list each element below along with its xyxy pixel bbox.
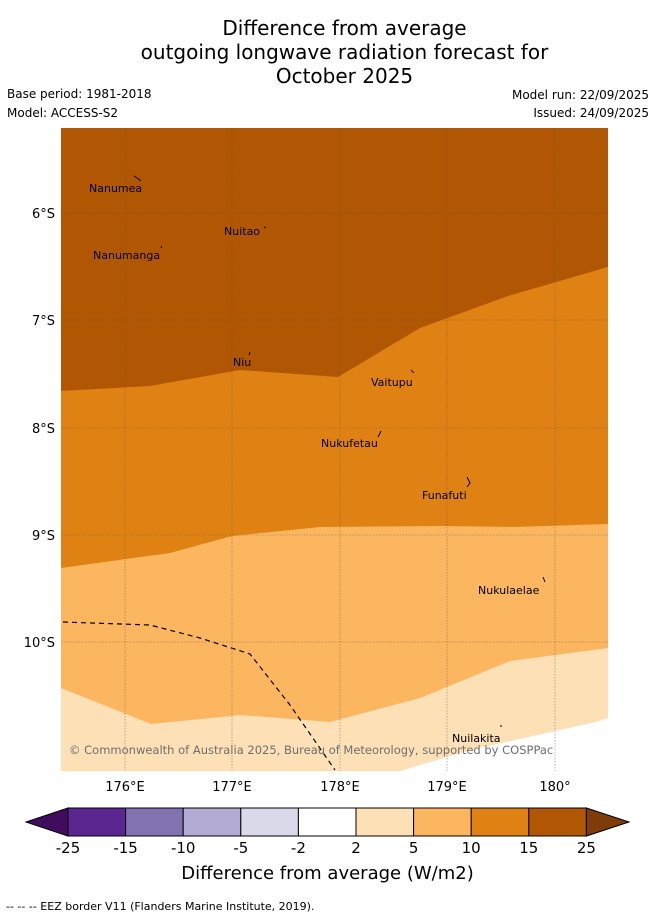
colorbar (24, 807, 631, 837)
band-2-to-5 (61, 648, 608, 771)
lon-label-176e: 176°E (105, 780, 145, 795)
eez-footnote: -- -- -- EEZ border V11 (Flanders Marine… (6, 900, 315, 913)
place-labels: Nanumea Nuitao Nanumanga Niu Vaitupu Nuk… (89, 182, 540, 745)
colorbar-bin-8 (470, 807, 530, 837)
colorbar-title: Difference from average (W/m2) (181, 863, 474, 884)
lon-label-179e: 179°E (427, 780, 467, 795)
lat-label-8s: 8°S (32, 422, 55, 437)
lat-label-10s: 10°S (24, 636, 55, 651)
map-title: Difference from average outgoing longwav… (0, 16, 655, 88)
lon-label-177e: 177°E (212, 780, 252, 795)
colorbar-tick: 2 (351, 839, 361, 857)
colorbar-tick: 15 (519, 839, 538, 857)
colorbar-bin-5 (297, 807, 357, 837)
colorbar-bin-9 (528, 807, 587, 837)
colorbar-bin-7 (413, 807, 472, 837)
colorbar-tick: 10 (462, 839, 481, 857)
eez-border (62, 621, 336, 771)
colorbar-bin-4 (240, 807, 299, 837)
title-line-3: October 2025 (275, 64, 414, 88)
base-period: Base period: 1981-2018 (7, 87, 152, 101)
place-label-nuilakita: Nuilakita (452, 732, 501, 745)
islands (133, 175, 546, 727)
lon-label-178e: 178°E (320, 780, 360, 795)
issued-date: Issued: 24/09/2025 (533, 106, 649, 120)
place-label-nanumea: Nanumea (89, 182, 142, 195)
anomaly-map: Nanumea Nuitao Nanumanga Niu Vaitupu Nuk… (61, 128, 608, 771)
place-label-nukufetau: Nukufetau (321, 437, 378, 450)
colorbar-tick: -15 (113, 839, 138, 857)
lat-axis-labels: 6°S 7°S 8°S 9°S 10°S (24, 207, 55, 651)
colorbar-tick: 25 (577, 839, 596, 857)
colorbar-bin-1 (67, 807, 127, 837)
lat-label-6s: 6°S (32, 207, 55, 222)
place-label-funafuti: Funafuti (422, 489, 467, 502)
colorbar-ticks: -25 -15 -10 -5 -2 2 5 10 15 25 (56, 839, 596, 857)
place-label-nuitao: Nuitao (224, 225, 260, 238)
colorbar-tick: -25 (56, 839, 81, 857)
colorbar-tick: -5 (233, 839, 248, 857)
lat-label-7s: 7°S (32, 314, 55, 329)
title-line-2: outgoing longwave radiation forecast for (140, 40, 549, 64)
model-run: Model run: 22/09/2025 (511, 88, 649, 102)
graticule (61, 128, 608, 771)
place-label-niu: Niu (233, 356, 251, 369)
colorbar-tick: -2 (291, 839, 306, 857)
lon-axis-labels: 176°E 177°E 178°E 179°E 180° (105, 780, 570, 795)
lat-label-9s: 9°S (32, 529, 55, 544)
model-name: Model: ACCESS-S2 (7, 106, 119, 120)
place-label-nanumanga: Nanumanga (93, 249, 160, 262)
place-label-nukulaelae: Nukulaelae (478, 584, 540, 597)
colorbar-tick: 5 (409, 839, 419, 857)
band-edge-white (400, 718, 608, 771)
colorbar-bin-6 (355, 807, 415, 837)
colorbar-tick: -10 (171, 839, 196, 857)
colorbar-bin-2 (125, 807, 184, 837)
place-label-vaitupu: Vaitupu (371, 376, 413, 389)
title-line-1: Difference from average (222, 16, 467, 40)
colorbar-extend-low (24, 807, 69, 837)
copyright-notice: © Commonwealth of Australia 2025, Bureau… (69, 743, 553, 757)
lon-label-180: 180° (539, 780, 570, 795)
colorbar-bin-3 (182, 807, 242, 837)
colorbar-extend-high (585, 807, 631, 837)
